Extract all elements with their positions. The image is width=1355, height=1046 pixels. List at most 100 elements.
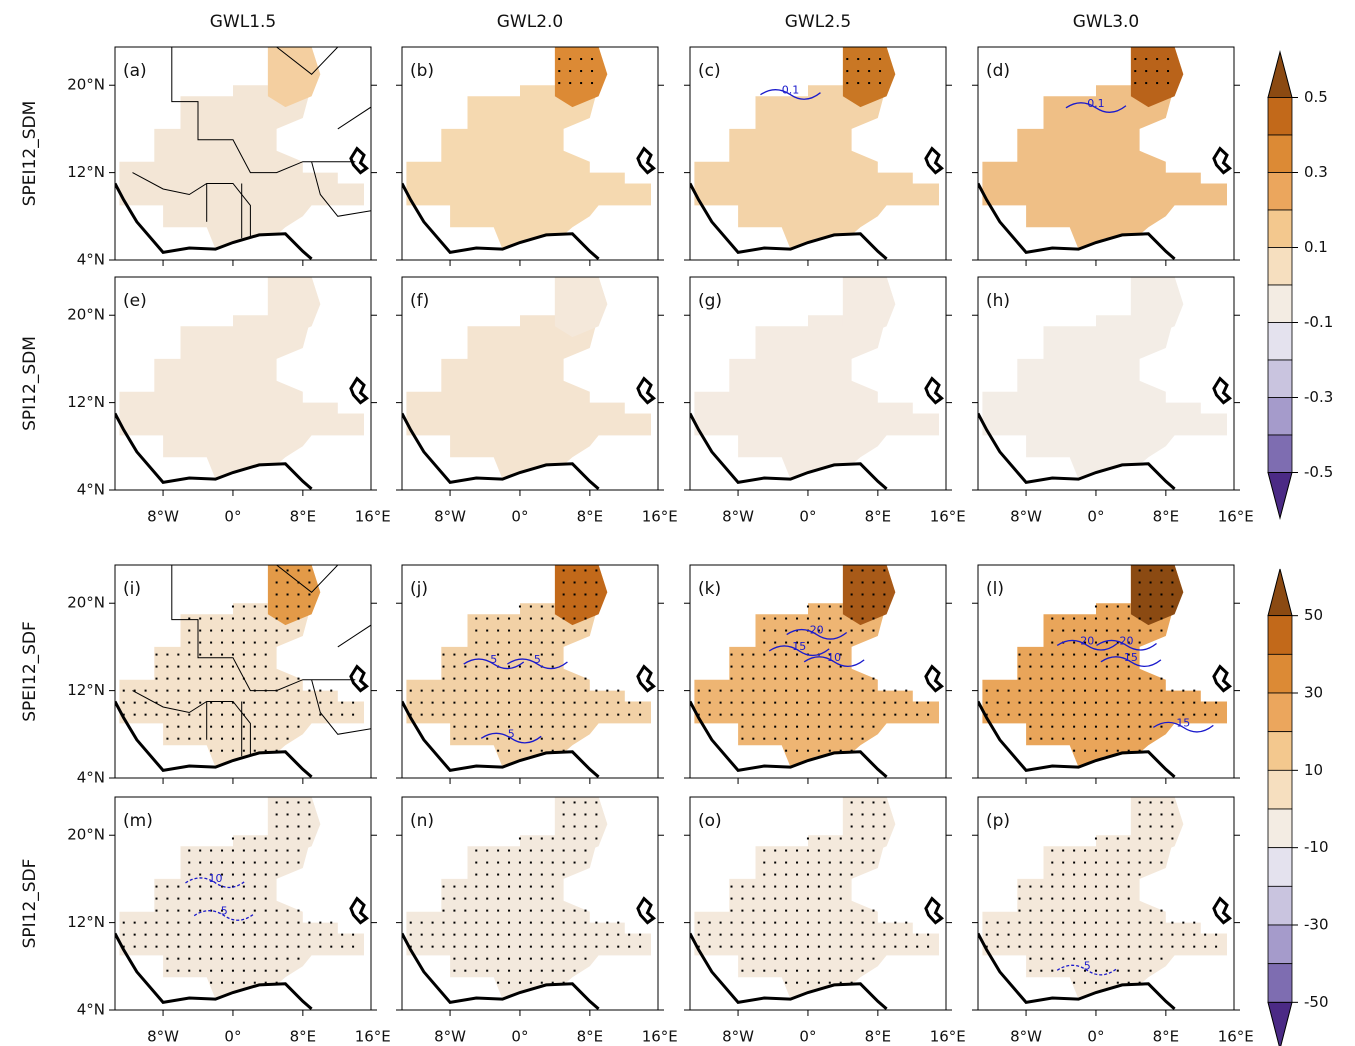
map-panel: (e)20°N12°N4°N8°W 0° 8°E 16°E [67, 276, 391, 526]
stipple [1138, 825, 1141, 828]
lon-label: 0° [1087, 1028, 1104, 1046]
stipple [1116, 617, 1119, 620]
stipple [199, 969, 202, 972]
stipple [319, 933, 322, 936]
stipple [264, 921, 267, 924]
stipple [297, 569, 300, 572]
stipple [839, 921, 842, 924]
stipple [562, 605, 565, 608]
border [276, 47, 339, 75]
stipple [253, 837, 256, 840]
stipple [595, 813, 598, 816]
stipple [464, 897, 467, 900]
stipple [1160, 725, 1163, 728]
stipple [1160, 909, 1163, 912]
stipple [1171, 921, 1174, 924]
region-high [267, 277, 321, 338]
lat-label: 12°N [67, 163, 105, 181]
stipple [861, 969, 864, 972]
stipple [242, 861, 245, 864]
stipple [1145, 70, 1148, 73]
stipple [508, 629, 511, 632]
stipple [595, 569, 598, 572]
stipple [1215, 701, 1218, 704]
stipple [817, 629, 820, 632]
stipple [617, 945, 620, 948]
contour-label: 10 [827, 651, 841, 664]
stipple [529, 701, 532, 704]
stipple [580, 82, 583, 85]
stipple [1116, 885, 1119, 888]
stipple [297, 837, 300, 840]
stipple [264, 629, 267, 632]
stipple [850, 945, 853, 948]
stipple [817, 849, 820, 852]
coastline [115, 182, 313, 260]
stipple [828, 957, 831, 960]
stipple [497, 653, 500, 656]
stipple [486, 713, 489, 716]
stipple [562, 677, 565, 680]
map-panel: (n)8°W 0° 8°E 16°E [396, 796, 678, 1046]
stipple [242, 969, 245, 972]
stipple [231, 873, 234, 876]
stipple [1105, 641, 1108, 644]
stipple [719, 689, 722, 692]
stipple [275, 969, 278, 972]
border [337, 106, 371, 130]
stipple [464, 737, 467, 740]
stipple [529, 957, 532, 960]
stipple [785, 933, 788, 936]
stipple [1084, 749, 1087, 752]
lake [636, 146, 656, 175]
stipple [409, 713, 412, 716]
stipple [253, 957, 256, 960]
stipple [872, 837, 875, 840]
stipple [486, 701, 489, 704]
stipple [763, 689, 766, 692]
region-high [842, 565, 896, 626]
stipple [275, 945, 278, 948]
lon-label: 8°E [577, 508, 604, 526]
stipple [497, 969, 500, 972]
stipple [297, 825, 300, 828]
stipple [155, 713, 158, 716]
stipple [518, 969, 521, 972]
stipple [1094, 909, 1097, 912]
stipple [297, 801, 300, 804]
stipple [828, 837, 831, 840]
stipple [529, 617, 532, 620]
stipple [1040, 677, 1043, 680]
stipple [464, 921, 467, 924]
stipple [595, 801, 598, 804]
stipple [155, 701, 158, 704]
stipple [806, 725, 809, 728]
stipple [1160, 933, 1163, 936]
stipple [1051, 861, 1054, 864]
stipple [861, 957, 864, 960]
stipple [839, 885, 842, 888]
stipple [763, 653, 766, 656]
stipple [1149, 837, 1152, 840]
panel-label: (g) [698, 291, 722, 311]
row-label: SPI12_SDM [20, 336, 40, 431]
stipple [177, 957, 180, 960]
stipple [275, 909, 278, 912]
stipple [785, 945, 788, 948]
stipple [606, 701, 609, 704]
stipple [1062, 665, 1065, 668]
stipple [1094, 921, 1097, 924]
region-high [1130, 277, 1184, 338]
stipple [752, 713, 755, 716]
stipple [177, 909, 180, 912]
stipple [330, 701, 333, 704]
stipple [591, 58, 594, 61]
stipple [1116, 713, 1119, 716]
stipple [529, 897, 532, 900]
border [171, 565, 356, 692]
stipple [1084, 921, 1087, 924]
stipple [518, 933, 521, 936]
stipple [1160, 701, 1163, 704]
stipple [1215, 945, 1218, 948]
stipple [551, 909, 554, 912]
